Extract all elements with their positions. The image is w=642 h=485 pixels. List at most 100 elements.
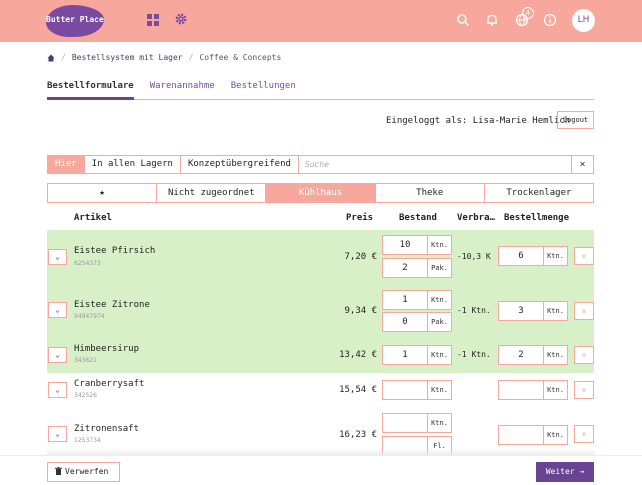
article-name: Eistee Zitrone — [74, 300, 150, 310]
expand-row-button[interactable]: ⌄ — [48, 302, 67, 318]
consumption-value: -1 Ktn. — [457, 306, 491, 315]
article-number: 94947974 — [74, 313, 105, 320]
stock-value[interactable]: 0 — [402, 317, 408, 327]
category-favorites[interactable]: ★ — [47, 183, 158, 203]
stock-input-primary[interactable]: Ktn. — [382, 380, 452, 400]
article-number: 6254373 — [74, 260, 101, 267]
stock-unit: Ktn. — [427, 381, 451, 399]
discard-label: Verwerfen — [65, 467, 109, 476]
order-unit: Ktn. — [543, 302, 567, 320]
logo-shape[interactable] — [46, 5, 104, 37]
article-number: 342526 — [74, 392, 97, 399]
order-unit: Ktn. — [543, 381, 567, 399]
stock-value[interactable]: 1 — [402, 295, 408, 305]
tab-bestellformulare[interactable]: Bestellformulare — [47, 80, 134, 100]
clear-search-button[interactable]: × — [579, 159, 586, 170]
stock-value[interactable] — [383, 414, 427, 432]
order-value[interactable]: 3 — [518, 306, 524, 316]
order-quantity-input[interactable]: 2 Ktn. — [498, 345, 568, 365]
column-header-bestellmenge: Bestellmenge — [504, 213, 570, 223]
table-row: ⌄ Cranberrysaft 342526 15,54 € Ktn. Ktn.… — [47, 373, 594, 409]
stock-input-primary[interactable]: Ktn. — [382, 413, 452, 433]
stock-unit: Pak. — [427, 313, 451, 331]
stock-input-primary[interactable]: 1 Ktn. — [382, 345, 452, 365]
main-tabs: Bestellformulare Warenannahme Bestellung… — [47, 80, 594, 100]
stock-value[interactable]: 10 — [399, 240, 411, 250]
column-header-artikel: Artikel — [74, 213, 112, 223]
search-icon[interactable] — [456, 13, 470, 27]
order-value[interactable] — [499, 426, 543, 444]
stock-unit: Fl. — [427, 437, 451, 455]
order-unit: Ktn. — [543, 426, 567, 444]
favorite-star-button[interactable]: ☆ — [574, 381, 594, 399]
article-name: Eistee Pfirsich — [74, 246, 156, 256]
scope-filter: Hier In allen Lagern Konzeptübergreifend… — [47, 155, 594, 174]
user-avatar[interactable]: LH — [572, 9, 595, 32]
action-bar: Verwerfen Weiter → — [0, 455, 642, 485]
stock-value[interactable]: 2 — [402, 263, 408, 273]
article-price: 13,42 € — [339, 350, 377, 360]
consumption-value: -10,3 K — [457, 252, 491, 261]
filter-all-warehouses[interactable]: In allen Lagern — [85, 156, 181, 173]
stock-input-secondary[interactable]: 2 Pak. — [382, 258, 452, 278]
category-trockenlager[interactable]: Trockenlager — [483, 183, 595, 203]
consumption-value: -1 Ktn. — [457, 350, 491, 359]
order-value[interactable]: 6 — [518, 251, 524, 261]
order-quantity-input[interactable]: Ktn. — [498, 380, 568, 400]
stock-unit: Ktn. — [427, 414, 451, 432]
order-quantity-input[interactable]: 6 Ktn. — [498, 246, 568, 266]
discard-button[interactable]: Verwerfen — [47, 462, 120, 482]
article-name: Cranberrysaft — [74, 379, 145, 389]
column-header-verbrauch: Verbra… — [457, 213, 495, 223]
stock-unit: Ktn. — [427, 346, 451, 364]
favorite-star-button[interactable]: ☆ — [574, 425, 594, 443]
logo-text[interactable]: Butter Place — [46, 15, 104, 24]
article-price: 9,34 € — [344, 306, 377, 316]
category-theke[interactable]: Theke — [374, 183, 485, 203]
category-kuehlhaus[interactable]: Kühlhaus — [265, 183, 376, 203]
breadcrumb-item-system[interactable]: Bestellsystem mit Lager — [71, 53, 183, 62]
stock-input-primary[interactable]: 10 Ktn. — [382, 235, 452, 255]
category-unassigned[interactable]: Nicht zugeordnet — [156, 183, 267, 203]
table-row: ⌄ Eistee Zitrone 94947974 9,34 € 1 Ktn. … — [47, 289, 594, 341]
article-number: 1253734 — [74, 437, 101, 444]
favorite-star-button[interactable]: ☆ — [574, 247, 594, 265]
search-input[interactable]: Suche — [299, 156, 572, 173]
stock-input-primary[interactable]: 1 Ktn. — [382, 290, 452, 310]
gear-icon[interactable] — [174, 12, 188, 26]
apps-grid-icon[interactable] — [147, 14, 159, 26]
breadcrumb-item-current: Coffee & Concepts — [199, 53, 282, 62]
stock-input-secondary[interactable]: 0 Pak. — [382, 312, 452, 332]
trash-icon — [55, 467, 62, 475]
order-unit: Ktn. — [543, 346, 567, 364]
order-quantity-input[interactable]: Ktn. — [498, 425, 568, 445]
expand-row-button[interactable]: ⌄ — [48, 249, 67, 265]
table-row: ⌄ Himbeersirup 343621 13,42 € 1 Ktn. -1 … — [47, 341, 594, 373]
order-quantity-input[interactable]: 3 Ktn. — [498, 301, 568, 321]
bell-icon[interactable] — [485, 13, 499, 27]
expand-row-button[interactable]: ⌄ — [48, 382, 67, 398]
tab-warenannahme[interactable]: Warenannahme — [149, 81, 215, 91]
filter-hier[interactable]: Hier — [48, 156, 85, 173]
order-value[interactable]: 2 — [518, 350, 524, 360]
breadcrumb-separator: / — [61, 53, 66, 62]
logout-button[interactable]: Logout — [557, 111, 594, 129]
expand-row-button[interactable]: ⌄ — [48, 426, 67, 442]
next-button[interactable]: Weiter → — [536, 462, 594, 482]
stock-value[interactable] — [383, 381, 427, 399]
favorite-star-button[interactable]: ☆ — [574, 346, 594, 364]
filter-cross-concept[interactable]: Konzeptübergreifend — [181, 156, 299, 173]
tab-bestellungen[interactable]: Bestellungen — [230, 81, 296, 91]
favorite-star-button[interactable]: ☆ — [574, 302, 594, 320]
article-price: 7,20 € — [344, 252, 377, 262]
order-value[interactable] — [499, 381, 543, 399]
breadcrumb-separator: / — [188, 53, 194, 62]
expand-row-button[interactable]: ⌄ — [48, 347, 67, 363]
order-unit: Ktn. — [543, 247, 567, 265]
table-row: ⌄ Eistee Pfirsich 6254373 7,20 € 10 Ktn.… — [47, 230, 594, 289]
column-header-bestand: Bestand — [399, 213, 437, 223]
info-icon[interactable] — [543, 13, 557, 27]
top-bar: Butter Place 4 LH — [0, 0, 642, 42]
stock-value[interactable]: 1 — [402, 350, 408, 360]
home-icon[interactable] — [47, 54, 55, 62]
